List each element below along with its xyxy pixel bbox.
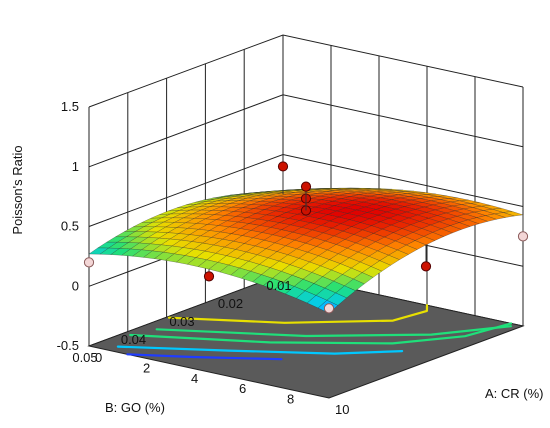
design-point — [277, 161, 289, 172]
floor-contour-line — [155, 325, 512, 338]
z-tick-label: 0.5 — [61, 219, 79, 234]
y-tick-label: 0.01 — [266, 278, 291, 293]
response-surface — [88, 187, 524, 314]
floor-contour-line — [116, 345, 404, 355]
wall-grid-line — [88, 94, 524, 168]
tick-labels: 1.5 1 0.5 0 -0.50.05 0.04 0.03 0.02 0.01 0 2 4 6 8 10 — [57, 99, 350, 417]
y-tick-label: 0.05 — [72, 350, 97, 365]
z-tick-label: 1.5 — [61, 99, 79, 114]
x-tick-label: 6 — [239, 381, 246, 396]
floor-contour-plane — [87, 273, 525, 399]
design-point — [83, 257, 95, 268]
z-tick-label: -0.5 — [57, 338, 79, 353]
x-tick-label: 0 — [95, 350, 102, 365]
x-axis-title: A: CR (%) — [485, 386, 544, 401]
y-tick-label: 0.04 — [121, 332, 146, 347]
design-point — [323, 303, 335, 314]
y-axis-title: B: GO (%) — [105, 400, 165, 415]
design-point — [517, 231, 529, 242]
x-tick-label: 4 — [191, 371, 198, 386]
wall-grid-line — [88, 34, 524, 108]
x-tick-label: 2 — [143, 360, 150, 375]
floor-contour-line — [129, 322, 513, 345]
design-point — [203, 271, 215, 282]
x-tick-label: 10 — [335, 402, 349, 417]
wall-grid-line — [88, 153, 524, 227]
floor-contour-line — [167, 304, 429, 324]
design-point — [420, 261, 432, 272]
design-points — [83, 161, 529, 314]
z-tick-label: 1 — [72, 159, 79, 174]
floor-contour-line — [126, 353, 283, 361]
y-tick-label: 0.03 — [169, 314, 194, 329]
z-tick-label: 0 — [72, 278, 79, 293]
z-axis-title: Poisson's Ratio — [10, 145, 25, 234]
y-tick-label: 0.02 — [218, 296, 243, 311]
x-tick-label: 8 — [287, 392, 294, 407]
design-point — [300, 181, 312, 192]
